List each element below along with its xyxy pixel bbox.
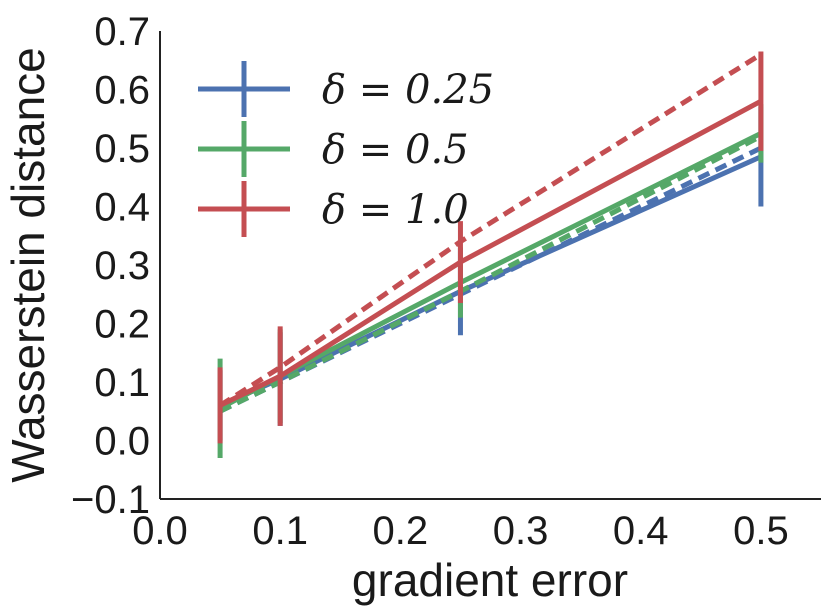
reference-line: [218, 134, 763, 414]
y-tick-label: −0.1: [71, 478, 150, 522]
y-tick-label: 0.1: [94, 361, 150, 405]
x-tick-label: 0.4: [613, 509, 669, 553]
tick-labels: 0.0 0.1 0.2 0.3 0.4 0.5−0.10.00.10.20.30.40.5…: [71, 10, 789, 553]
x-tick-label: 0.5: [733, 509, 789, 553]
reference-line: [218, 52, 763, 408]
y-tick-label: 0.5: [94, 127, 150, 171]
y-tick-label: 0.4: [94, 186, 150, 230]
x-tick-label: 0.0: [132, 509, 188, 553]
x-axis-label: gradient error: [352, 554, 628, 606]
axes: [159, 31, 821, 500]
legend-label: δ = 0.5: [322, 127, 469, 173]
legend-label: δ = 0.25: [322, 67, 494, 113]
y-tick-label: 0.6: [94, 69, 150, 113]
x-tick-label: 0.1: [252, 509, 308, 553]
x-tick-label: 0.3: [493, 509, 549, 553]
series-line: [218, 98, 763, 408]
series-line: [218, 131, 763, 411]
y-tick-label: 0.2: [94, 303, 150, 347]
plot-area: [217, 51, 764, 459]
y-axis-label: Wasserstein distance: [2, 47, 54, 482]
series-line: [219, 154, 762, 408]
legend-label: δ = 1.0: [322, 187, 469, 233]
y-tick-label: 0.0: [94, 420, 150, 464]
x-tick-label: 0.2: [373, 509, 429, 553]
legend: δ = 0.25 δ = 0.5 δ = 1.0: [198, 61, 494, 237]
y-tick-label: 0.7: [94, 10, 150, 54]
y-tick-label: 0.3: [94, 244, 150, 288]
